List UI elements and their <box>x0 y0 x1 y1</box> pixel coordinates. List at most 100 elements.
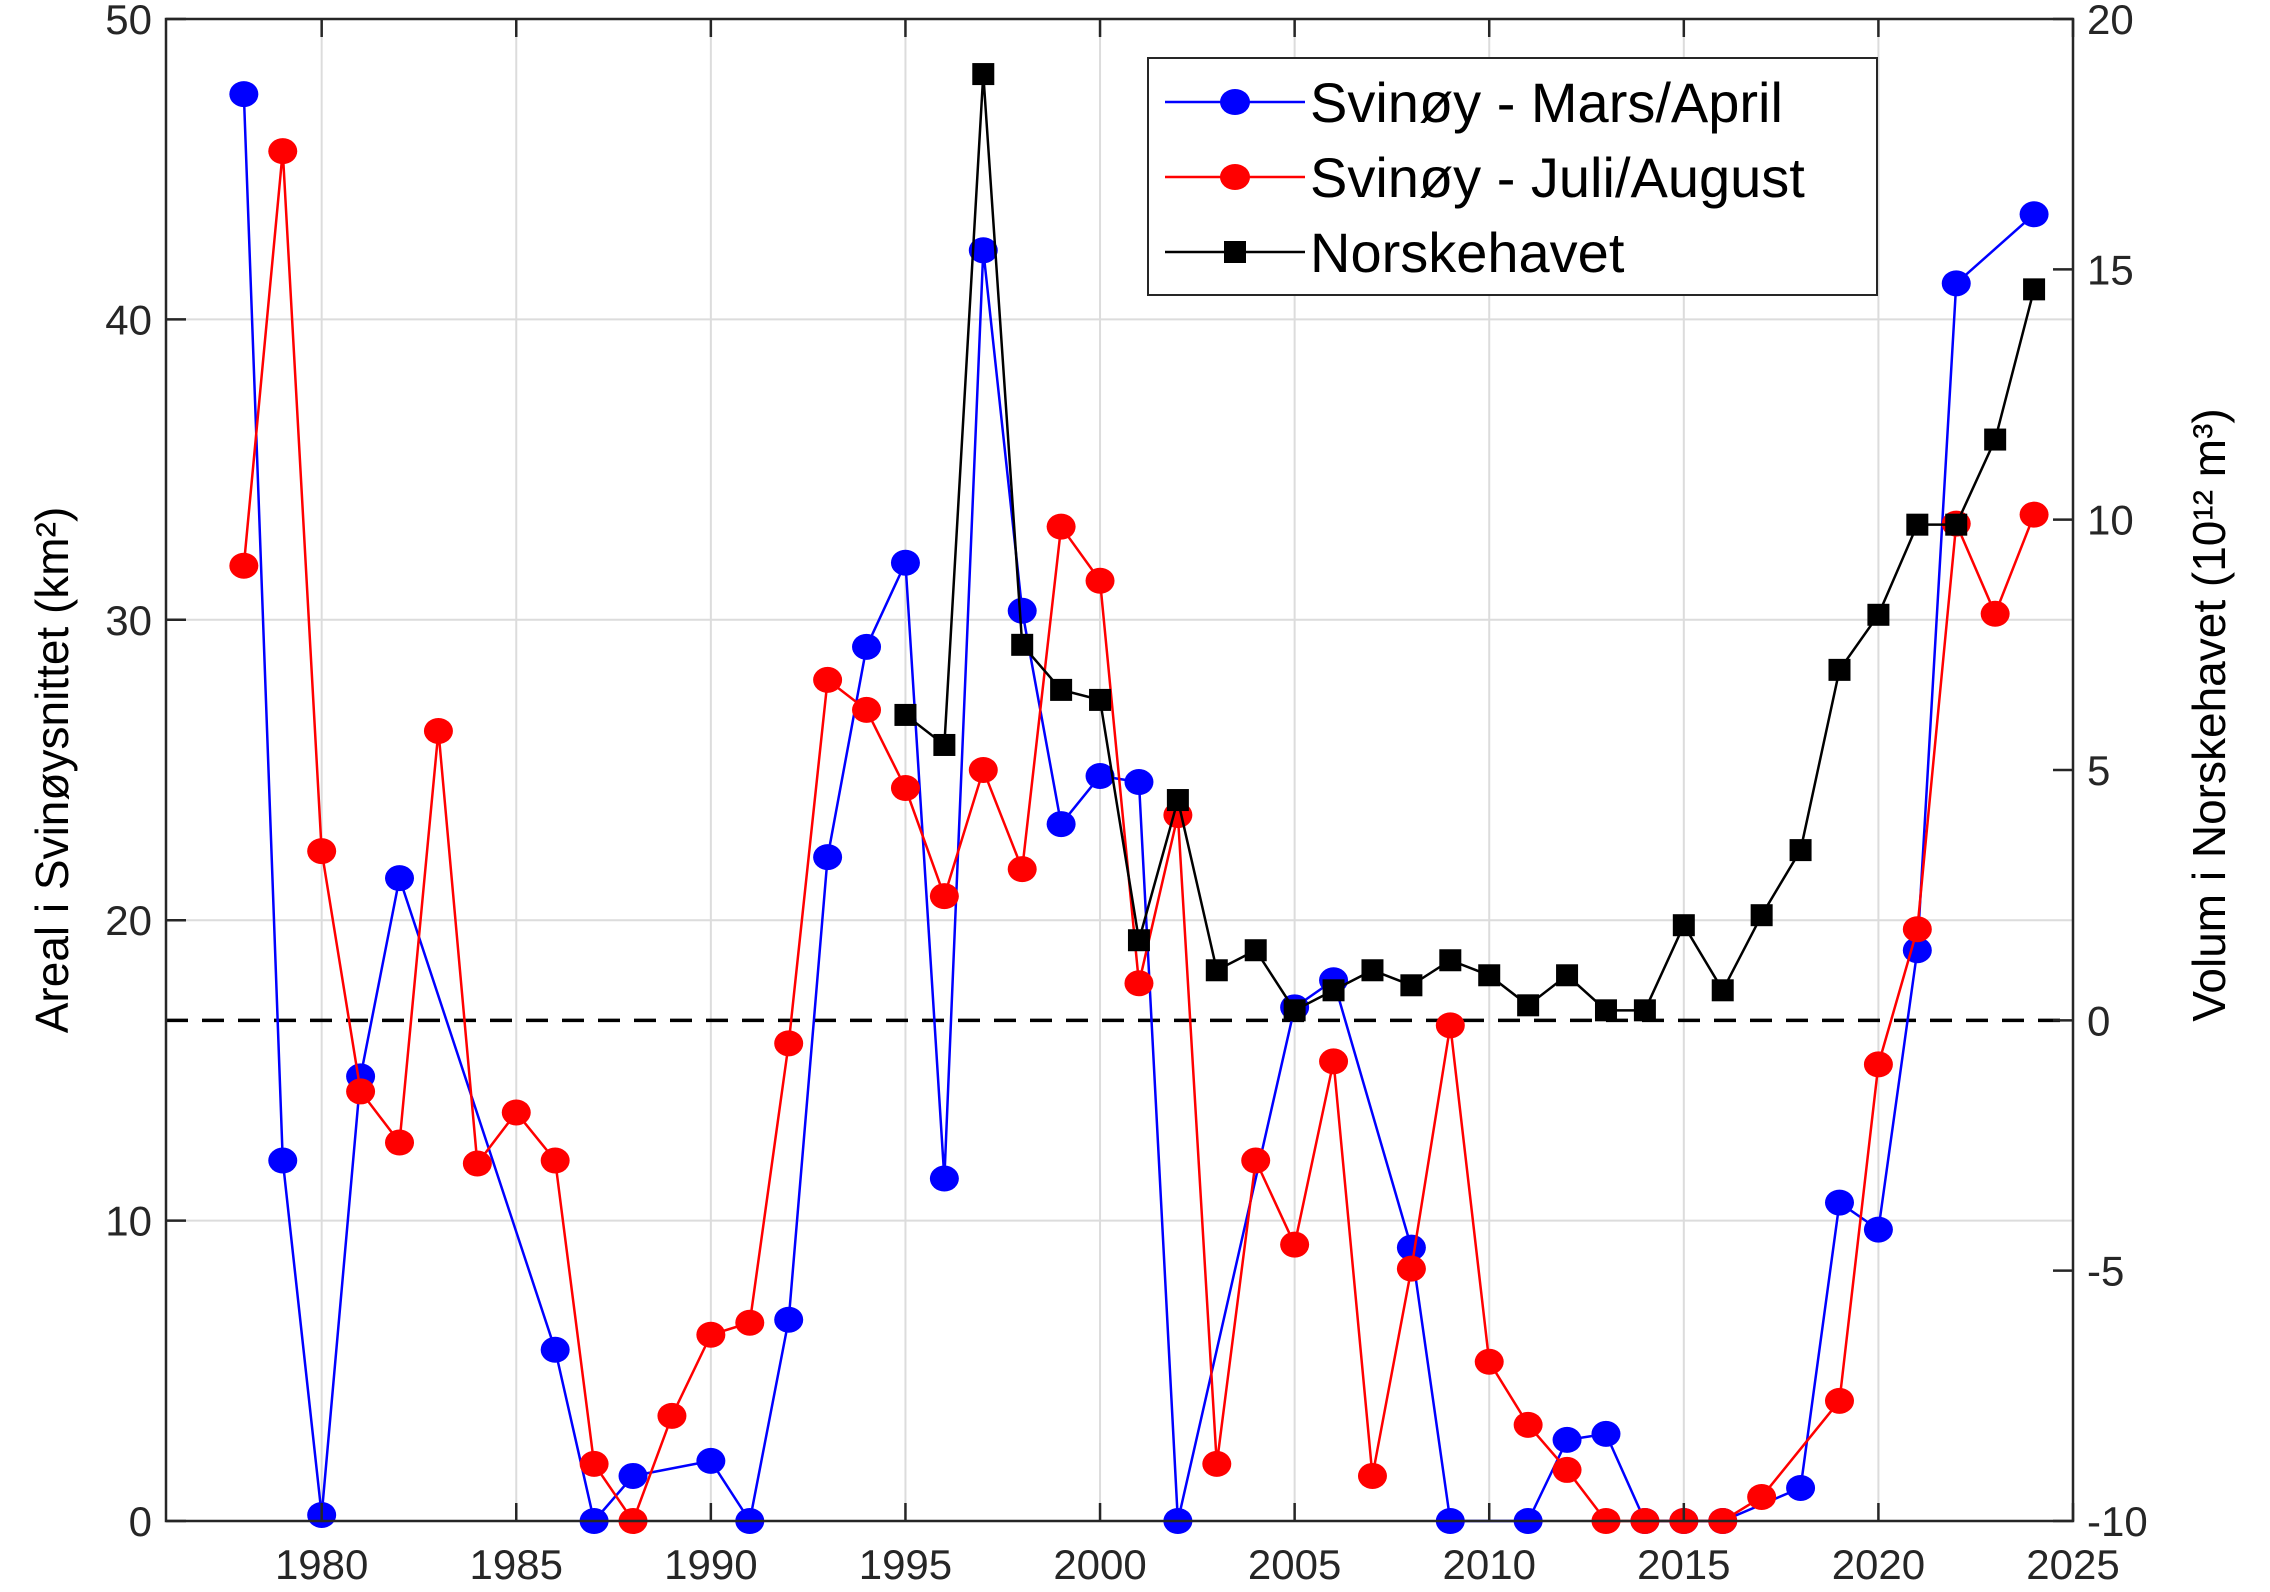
data-point-circle <box>540 1147 570 1174</box>
y-tick-label-left: 0 <box>129 1498 152 1545</box>
x-tick-label: 2005 <box>1248 1541 1341 1588</box>
data-point-circle <box>1824 1189 1854 1216</box>
data-point-circle <box>1591 1420 1621 1447</box>
data-point-square <box>1244 939 1267 962</box>
data-point-circle <box>852 633 882 660</box>
y-tick-label-right: 0 <box>2087 997 2110 1044</box>
data-point-square <box>1711 979 1734 1002</box>
y-tick-label-left: 20 <box>105 897 152 944</box>
data-point-circle <box>735 1309 765 1336</box>
data-point-circle <box>1202 1450 1232 1477</box>
y-tick-label-right: -10 <box>2087 1498 2148 1545</box>
data-point-circle <box>1980 600 2010 627</box>
data-point-circle <box>1902 916 1932 943</box>
data-point-circle <box>540 1336 570 1363</box>
data-point-square <box>1945 513 1968 536</box>
series-0 <box>229 81 2049 1534</box>
data-point-circle <box>774 1306 804 1333</box>
data-point-circle <box>618 1462 648 1489</box>
data-point-circle <box>423 717 453 744</box>
y-tick-label-left: 30 <box>105 597 152 644</box>
data-point-circle <box>1124 769 1154 796</box>
axis-ticks: 1980 1985 1990 1995 2000 2005 2010 2015 2020 2025… <box>105 0 2147 1588</box>
data-point-square <box>2023 278 2046 301</box>
data-point-circle <box>229 81 259 108</box>
data-point-square <box>972 63 995 86</box>
data-point-circle <box>307 838 337 865</box>
data-point-circle <box>2019 501 2049 528</box>
data-point-circle <box>1552 1456 1582 1483</box>
legend-item: Svinøy - Juli/August <box>1165 146 1805 209</box>
data-point-square <box>1867 603 1890 626</box>
x-tick-label: 2015 <box>1637 1541 1730 1588</box>
data-point-square <box>1984 428 2007 451</box>
data-point-circle <box>968 757 998 783</box>
data-point-circle <box>1396 1255 1426 1282</box>
data-point-circle <box>929 1165 959 1192</box>
data-point-circle <box>1280 1231 1310 1258</box>
data-point-square <box>1089 688 1112 711</box>
data-point-square <box>1127 929 1150 952</box>
x-tick-label: 1985 <box>470 1541 563 1588</box>
data-point-circle <box>268 138 298 165</box>
data-point-circle <box>229 552 259 579</box>
data-point-square <box>1478 964 1501 987</box>
data-point-circle <box>1357 1462 1387 1489</box>
y-tick-label-right: 5 <box>2087 747 2110 794</box>
series-1 <box>229 138 2049 1534</box>
data-point-circle <box>1863 1216 1893 1243</box>
data-point-circle <box>657 1402 687 1429</box>
data-point-square <box>933 733 956 756</box>
data-point-circle <box>696 1447 726 1474</box>
data-point-circle <box>852 696 882 723</box>
y-tick-label-left: 50 <box>105 0 152 43</box>
legend-marker-circle <box>1220 89 1250 115</box>
x-tick-label: 1995 <box>859 1541 952 1588</box>
data-point-square <box>1166 789 1189 812</box>
data-point-circle <box>1552 1426 1582 1453</box>
data-point-square <box>1906 513 1929 536</box>
y-tick-label-right: -5 <box>2087 1248 2124 1295</box>
data-point-circle <box>968 237 998 264</box>
series-line <box>242 151 2036 1524</box>
data-point-square <box>1594 999 1617 1022</box>
x-tick-label: 1990 <box>664 1541 757 1588</box>
data-point-circle <box>462 1150 492 1177</box>
y-tick-label-right: 15 <box>2087 246 2134 293</box>
data-point-square <box>1517 994 1540 1017</box>
data-point-circle <box>774 1030 804 1057</box>
legend-label: Svinøy - Juli/August <box>1310 146 1805 209</box>
x-tick-label: 2025 <box>2026 1541 2119 1588</box>
x-tick-label: 2010 <box>1443 1541 1536 1588</box>
y-tick-label-right: 20 <box>2087 0 2134 43</box>
data-point-square <box>1789 839 1812 862</box>
data-point-circle <box>1786 1474 1816 1501</box>
data-point-square <box>1750 904 1773 927</box>
x-tick-label: 2000 <box>1053 1541 1146 1588</box>
data-point-circle <box>1085 763 1115 790</box>
series-2 <box>894 63 2046 1022</box>
legend-label: Svinøy - Mars/April <box>1310 71 1783 134</box>
data-point-circle <box>1319 1048 1349 1075</box>
data-point-square <box>1283 999 1306 1022</box>
data-point-square <box>1050 678 1073 701</box>
data-point-square <box>1828 658 1851 681</box>
data-point-square <box>1011 633 1034 656</box>
data-point-circle <box>1241 1147 1271 1174</box>
legend-item: Svinøy - Mars/April <box>1165 71 1783 134</box>
data-point-circle <box>696 1321 726 1348</box>
data-point-circle <box>2019 201 2049 228</box>
data-point-circle <box>1747 1483 1777 1510</box>
y-tick-label-right: 10 <box>2087 497 2134 544</box>
legend-label: Norskehavet <box>1310 221 1625 284</box>
x-tick-label: 1980 <box>275 1541 368 1588</box>
y-axis-label-left: Areal i Svinøysnittet (km²) <box>26 507 78 1034</box>
legend-marker-circle <box>1220 164 1250 190</box>
data-point-square <box>1400 974 1423 997</box>
data-point-circle <box>385 865 415 892</box>
data-point-circle <box>1824 1387 1854 1414</box>
data-point-circle <box>1046 811 1076 838</box>
data-point-circle <box>813 844 843 871</box>
data-point-circle <box>1435 1012 1465 1039</box>
